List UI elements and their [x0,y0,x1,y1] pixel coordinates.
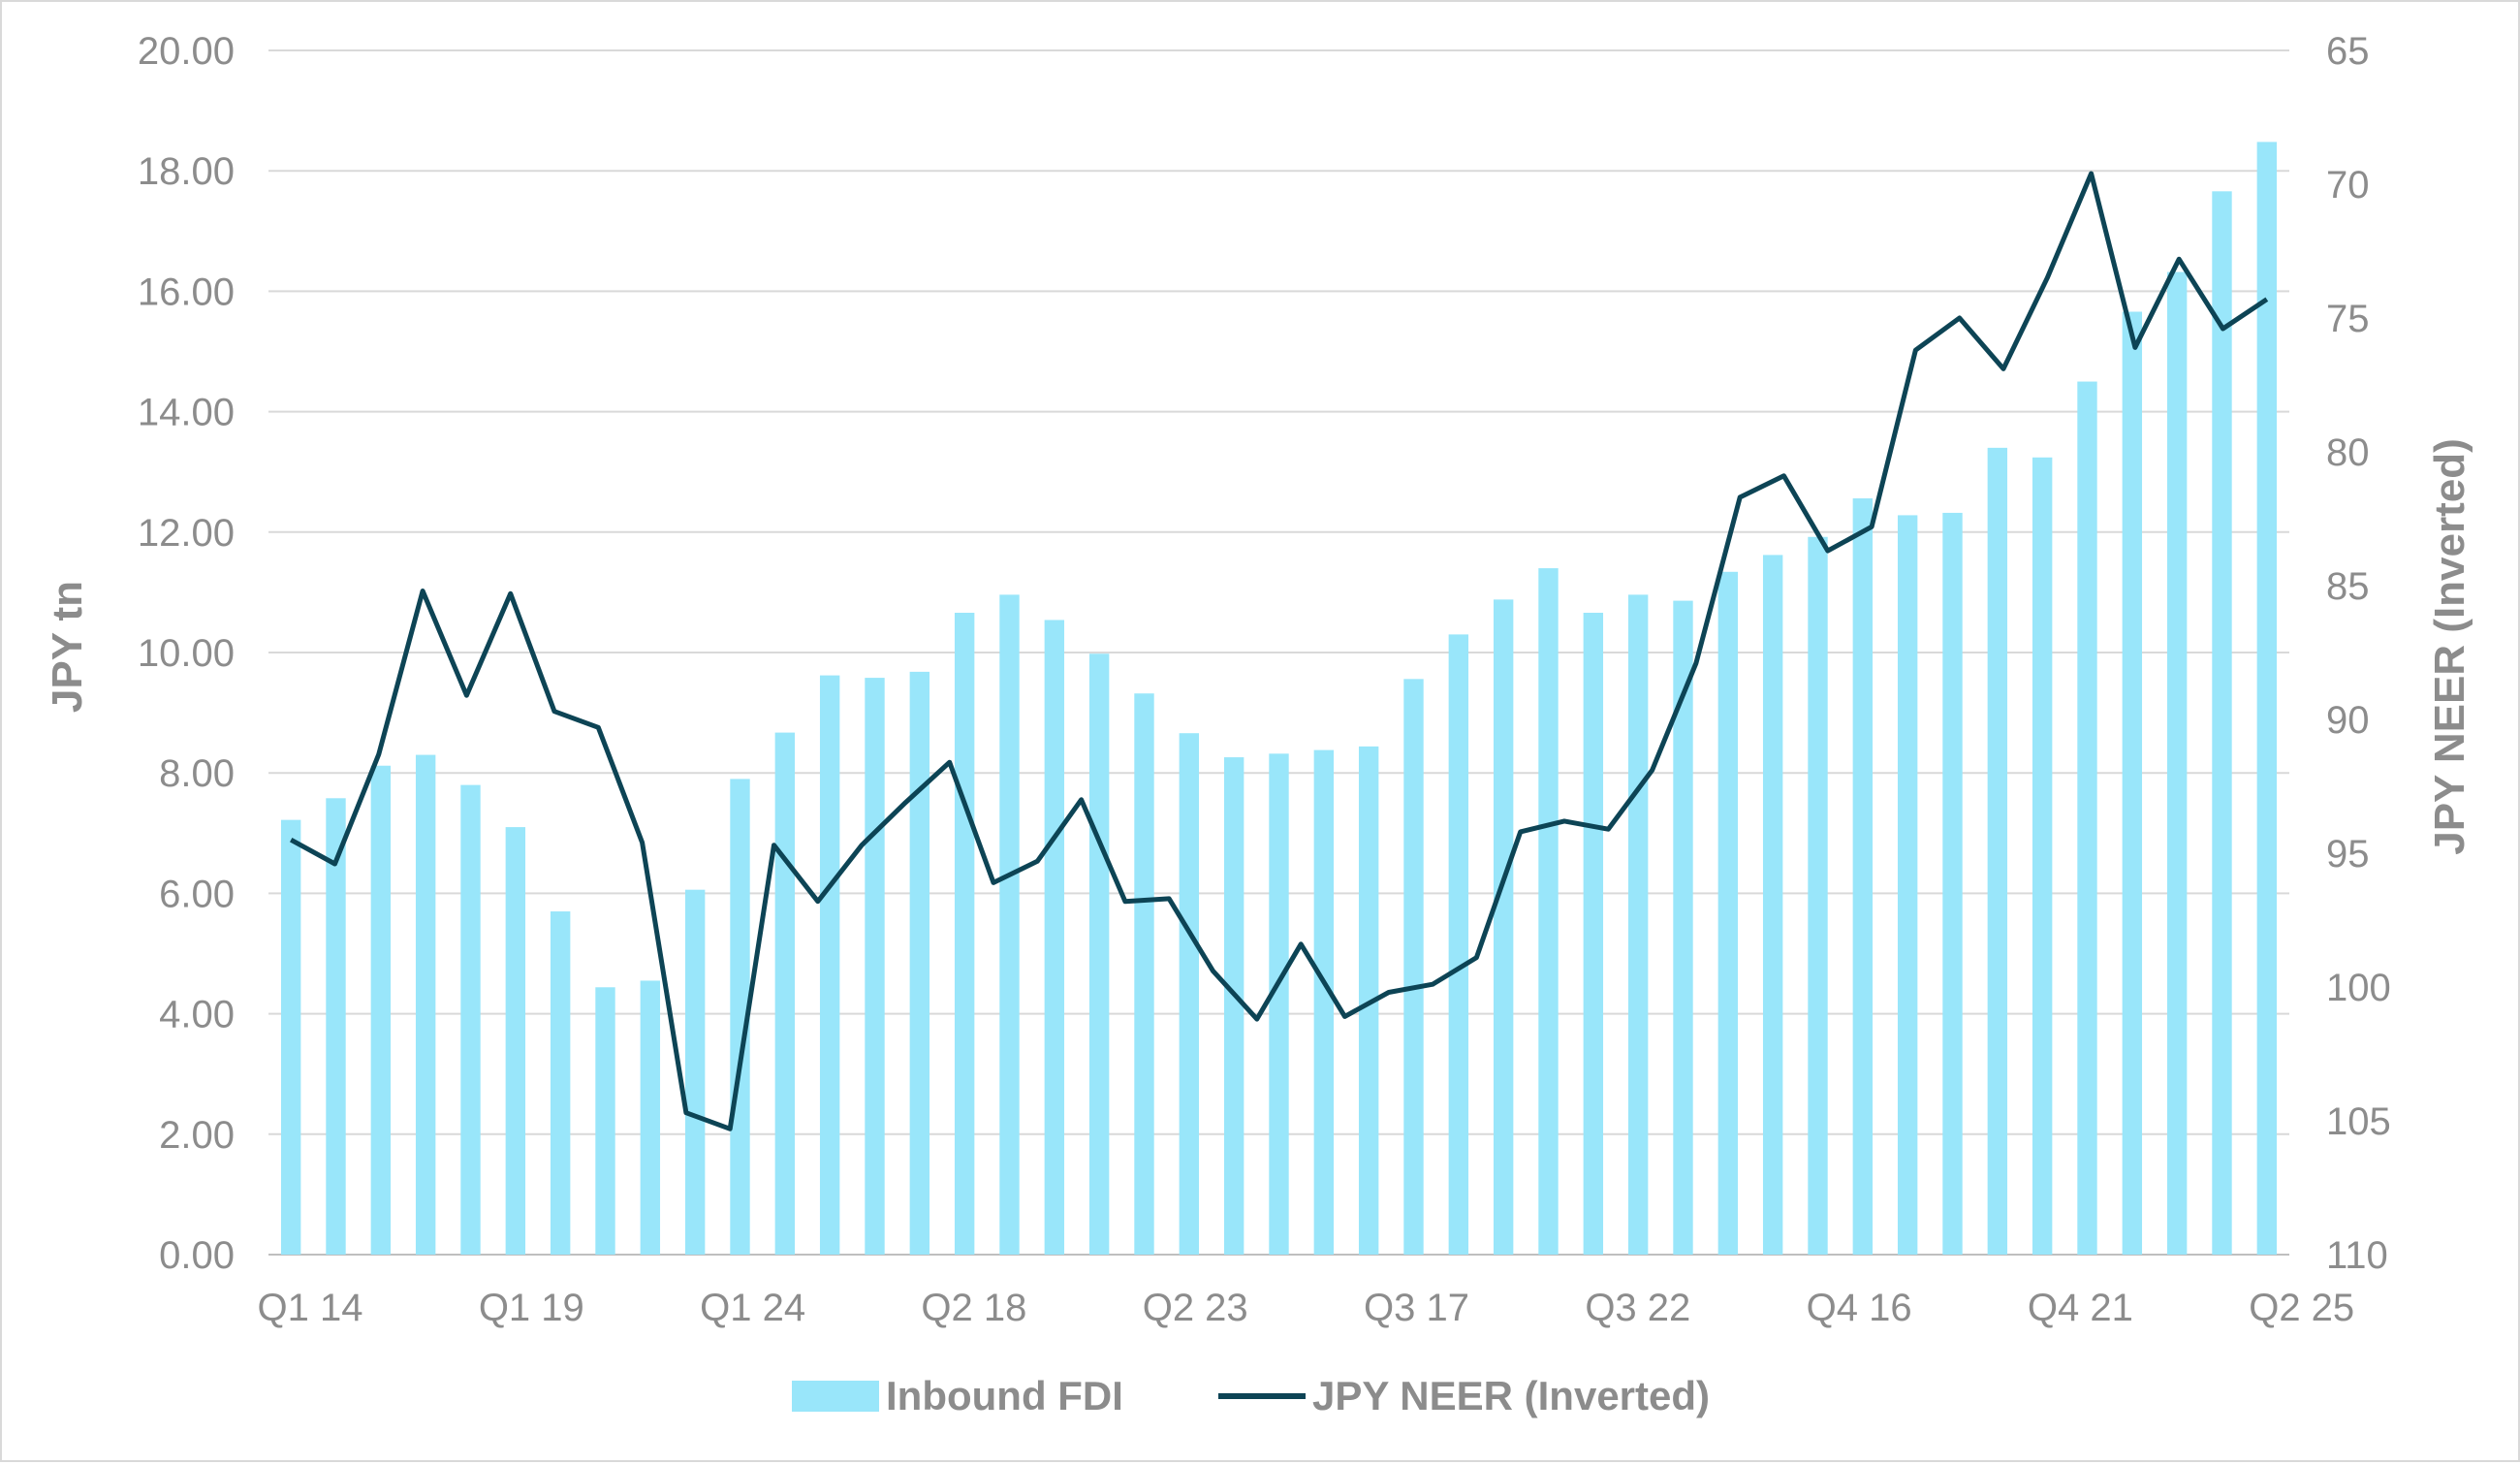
bar-inbound-fdi [1627,594,1649,1255]
x-tick-label: Q2 23 [1143,1287,1248,1329]
x-tick-label: Q4 16 [1807,1287,1912,1329]
x-tick-label: Q2 18 [921,1287,1026,1329]
bar-inbound-fdi [1493,599,1514,1255]
y-left-tick-label: 4.00 [159,994,235,1036]
legend: Inbound FDI JPY NEER (Inverted) [792,1373,1710,1418]
bar-inbound-fdi [1673,600,1693,1255]
y-right-tick-label: 95 [2326,833,2370,876]
bar-inbound-fdi [640,980,661,1255]
bar-inbound-fdi [954,613,975,1255]
y-right-tick-label: 105 [2326,1100,2391,1143]
bar-inbound-fdi [326,798,346,1255]
fdi-bars [280,142,2278,1256]
bar-inbound-fdi [2212,191,2232,1256]
left-axis-title: JPY tn [44,581,91,713]
bar-inbound-fdi [999,594,1020,1255]
bar-inbound-fdi [2077,381,2097,1255]
neer-line-group [289,171,2269,1131]
bar-inbound-fdi [280,819,301,1255]
y-left-tick-label: 8.00 [159,752,235,795]
x-tick-label: Q4 21 [2028,1287,2133,1329]
y-left-tick-label: 14.00 [138,392,235,434]
bar-inbound-fdi [1583,613,1604,1255]
bar-inbound-fdi [1179,733,1200,1255]
bar-inbound-fdi [1044,620,1065,1255]
y-left-tick-label: 20.00 [138,30,235,73]
bar-inbound-fdi [1897,515,1918,1255]
bar-inbound-fdi [1358,746,1379,1255]
y-right-tick-label: 110 [2326,1234,2388,1277]
y-right-tick-label: 85 [2326,565,2370,608]
bar-inbound-fdi [819,675,840,1255]
y-right-tick-label: 65 [2326,30,2370,73]
bar-inbound-fdi [1403,679,1424,1255]
bar-inbound-fdi [730,779,750,1255]
y-right-tick-label: 75 [2326,298,2370,340]
y-right-tick-label: 90 [2326,699,2370,742]
bar-inbound-fdi [1313,749,1335,1255]
bar-inbound-fdi [550,911,571,1255]
bar-inbound-fdi [865,678,885,1255]
bar-inbound-fdi [1134,693,1154,1255]
bar-inbound-fdi [595,987,615,1255]
bar-inbound-fdi [1762,555,1783,1255]
y-left-tick-label: 12.00 [138,512,235,555]
bar-inbound-fdi [415,754,436,1255]
x-tick-label: Q3 22 [1585,1287,1690,1329]
y-left-tick-label: 18.00 [138,150,235,193]
bar-inbound-fdi [460,784,481,1255]
x-axis-ticks: Q1 14 Q1 19 Q1 24 Q2 18 Q2 23 Q3 17 Q3 22 Q4 16… [258,1287,2355,1329]
bar-inbound-fdi [370,765,392,1255]
y-right-tick-label: 70 [2326,164,2370,207]
y-right-tick-label: 100 [2326,967,2391,1009]
x-tick-label: Q2 25 [2249,1287,2354,1329]
right-axis-ticks: 65 70 75 80 85 90 95 100 105 110 [2326,30,2391,1277]
bar-inbound-fdi [2032,457,2053,1255]
bar-inbound-fdi [684,889,706,1255]
y-right-tick-label: 80 [2326,431,2370,474]
line-jpy-neer [289,171,2269,1131]
bar-inbound-fdi [1717,571,1739,1255]
x-tick-label: Q1 24 [700,1287,805,1329]
bar-inbound-fdi [909,671,930,1255]
bar-inbound-fdi [774,732,796,1255]
y-left-tick-label: 2.00 [159,1114,235,1157]
x-tick-label: Q1 14 [258,1287,363,1329]
bar-inbound-fdi [2122,311,2143,1255]
y-left-tick-label: 6.00 [159,873,235,915]
legend-label-jpy-neer: JPY NEER (Inverted) [1312,1373,1710,1418]
bar-inbound-fdi [1987,447,2008,1255]
y-left-tick-label: 10.00 [138,632,235,675]
bar-inbound-fdi [1269,753,1289,1255]
bar-inbound-fdi [1808,536,1828,1255]
bar-inbound-fdi [1223,757,1244,1255]
left-axis-ticks: 0.00 2.00 4.00 6.00 8.00 10.00 12.00 14.00 16.00… [138,30,235,1277]
bar-inbound-fdi [1088,653,1110,1255]
y-left-tick-label: 16.00 [138,271,235,313]
bar-inbound-fdi [1852,498,1874,1255]
legend-swatch-inbound-fdi [792,1381,879,1412]
right-axis-title: JPY NEER (Inverted) [2426,438,2473,855]
y-left-tick-label: 0.00 [159,1234,235,1277]
bar-inbound-fdi [2256,142,2278,1256]
legend-label-inbound-fdi: Inbound FDI [886,1373,1123,1418]
x-tick-label: Q3 17 [1364,1287,1469,1329]
x-tick-label: Q1 19 [479,1287,584,1329]
bar-inbound-fdi [505,827,526,1255]
bar-inbound-fdi [1942,512,1963,1255]
bar-inbound-fdi [1448,634,1469,1255]
bar-inbound-fdi [1538,568,1559,1255]
bar-inbound-fdi [2166,271,2188,1255]
